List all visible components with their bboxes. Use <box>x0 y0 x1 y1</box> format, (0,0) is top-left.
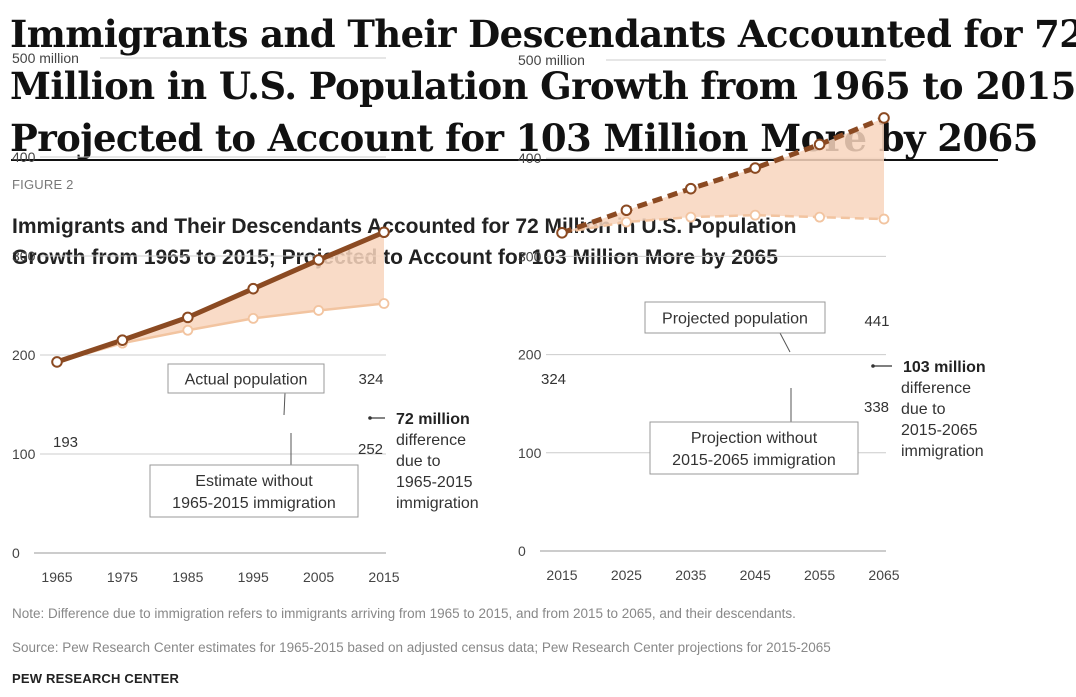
panel-right-end-main-value-label: 441 <box>864 313 889 330</box>
org-name: PEW RESEARCH CENTER <box>12 671 180 686</box>
panel-right-difference-amount: 103 million <box>903 359 986 376</box>
panel-right-xtick-label: 2065 <box>868 567 899 583</box>
panel-right-series-main-point <box>813 138 826 151</box>
panel-right-difference-pointer-dot <box>871 364 875 368</box>
panel-left-series-without-point <box>182 324 194 336</box>
panel-right-ytick-label: 0 <box>518 543 526 559</box>
panel-right-series-without-point <box>878 213 890 225</box>
panel-left-ytick-label: 300 <box>12 248 36 264</box>
panel-left-series-main-point <box>182 311 194 324</box>
panel-left-ytick-label: 200 <box>12 347 36 363</box>
panel-left-end-main-value-label: 324 <box>358 371 383 388</box>
panel-left-ytick-label: 500 million <box>12 50 79 66</box>
panel-right-start-value-label: 324 <box>541 371 566 388</box>
panel-left-difference-amount: 72 million <box>396 411 470 428</box>
panel-right-series-without-point <box>749 209 761 221</box>
panel-right-xtick-label: 2045 <box>740 567 771 583</box>
panel-right-series-main-line <box>561 115 885 236</box>
panel-left-series-main-point <box>312 254 325 266</box>
panel-right-difference-note-line-2: due to <box>901 401 946 418</box>
panel-left-series-main-point <box>51 356 63 368</box>
panel-left-series-without-point <box>247 312 259 324</box>
panel-right-ytick-label: 400 <box>518 150 542 166</box>
figure-label: FIGURE 2 <box>12 177 74 192</box>
panel-right-main-callout-leader <box>779 332 791 353</box>
panel-right-series-main-point <box>685 182 697 195</box>
panel-right-ytick-label: 100 <box>518 445 542 461</box>
panel-right-main-callout-box <box>644 301 826 334</box>
panel-right-xtick-label: 2025 <box>611 567 642 583</box>
panel-right-main-callout-label: Projected population <box>662 311 808 328</box>
panel-left-ytick-label: 400 <box>12 149 36 165</box>
panel-left-xtick-label: 1995 <box>238 569 269 585</box>
panel-right-ytick-label: 300 <box>518 248 542 264</box>
panel-left-xtick-label: 1975 <box>107 569 138 585</box>
panel-left-difference-note-line-1: difference <box>396 432 466 449</box>
panel-left-xtick-label: 1985 <box>172 569 203 585</box>
panel-left-without-callout-box <box>149 464 359 518</box>
panel-left-end-without-value-label: 252 <box>358 441 383 458</box>
panel-right-without-callout-label-2: 2015-2065 immigration <box>672 452 836 469</box>
panel-left-series-main-line <box>56 229 385 365</box>
panel-left-series-main-point <box>378 226 390 239</box>
panel-right-difference-area <box>562 117 884 233</box>
panel-right-series-main-point <box>749 162 762 174</box>
panel-right-difference-note-line-1: difference <box>901 380 971 397</box>
panel-right-series-without-line <box>561 213 885 235</box>
panel-right-xtick-label: 2055 <box>804 567 835 583</box>
panel-left-main-callout-leader <box>283 392 286 416</box>
panel-left-without-callout-label-1: Estimate without <box>195 473 313 490</box>
headline-underline <box>11 159 998 161</box>
panel-left-series-without-point <box>313 305 325 316</box>
panel-left-xtick-label: 1965 <box>41 569 72 585</box>
panel-right-end-without-value-label: 338 <box>864 399 889 416</box>
panel-right-xtick-label: 2015 <box>546 567 577 583</box>
panel-left-difference-note-line-3: 1965-2015 <box>396 474 473 491</box>
panel-left-ytick-label: 100 <box>12 446 36 462</box>
headline-line-1: Immigrants and Their Descendants Account… <box>10 12 1076 56</box>
panel-right-series-main-point <box>556 227 568 239</box>
chart-title-line-2: Growth from 1965 to 2015; Projected to A… <box>12 246 778 269</box>
panel-left-series-main-point <box>116 334 129 346</box>
chart-source: Source: Pew Research Center estimates fo… <box>12 640 831 655</box>
panel-left-start-value-label: 193 <box>53 434 78 451</box>
panel-right-difference-note-line-3: 2015-2065 <box>901 422 978 439</box>
panel-right-series-main-point <box>878 112 890 124</box>
panel-left-series-main-point <box>247 282 259 295</box>
headline-line-2: Million in U.S. Population Growth from 1… <box>10 64 1076 108</box>
panel-left-without-callout-label-2: 1965-2015 immigration <box>172 495 336 512</box>
panel-right-without-callout-label-1: Projection without <box>691 430 818 447</box>
panel-left-difference-area <box>57 232 384 362</box>
panel-right-series-without-point <box>621 216 632 228</box>
panel-right-difference-note-line-4: immigration <box>901 443 984 460</box>
panel-left-difference-note-line-2: due to <box>396 453 441 470</box>
panel-right-series-without-point <box>685 211 697 223</box>
panel-right-series-main-point <box>620 204 633 217</box>
panel-left-xtick-label: 2005 <box>303 569 334 585</box>
panel-left-difference-note-line-4: immigration <box>396 495 479 512</box>
panel-left-difference-pointer-dot <box>368 416 372 420</box>
panel-right-ytick-label: 500 million <box>518 52 585 68</box>
panel-left-ytick-label: 0 <box>12 545 20 561</box>
panel-right-without-callout-box <box>649 421 859 475</box>
panel-left-series-without-point <box>378 298 390 309</box>
panel-left-xtick-label: 2015 <box>368 569 399 585</box>
panel-right-series-without-point <box>814 211 825 223</box>
panel-right-ytick-label: 200 <box>518 347 542 363</box>
chart-note: Note: Difference due to immigration refe… <box>12 606 796 621</box>
panel-right-xtick-label: 2035 <box>675 567 706 583</box>
panel-left-main-callout-box <box>167 363 325 394</box>
panel-left-main-callout-label: Actual population <box>185 372 308 389</box>
